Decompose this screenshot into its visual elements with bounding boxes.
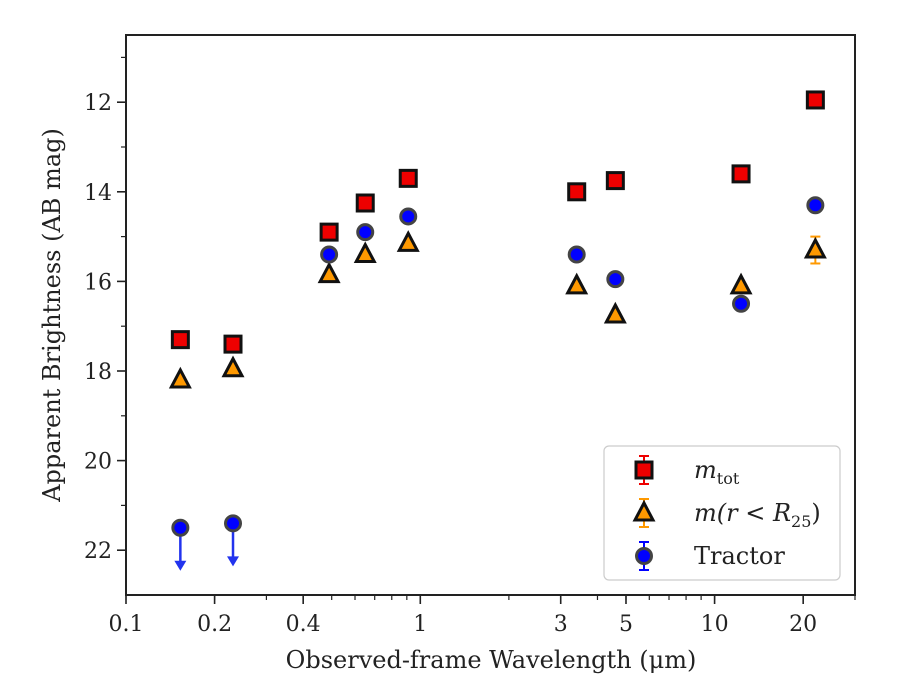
data-point xyxy=(355,193,375,213)
data-point xyxy=(805,90,825,110)
y-tick-label: 18 xyxy=(84,360,112,385)
x-tick-label: 0.2 xyxy=(197,612,232,637)
y-tick-label: 12 xyxy=(84,91,112,116)
legend-marker xyxy=(635,547,653,565)
data-point xyxy=(171,518,190,537)
data-point xyxy=(731,164,751,184)
data-point xyxy=(223,334,243,354)
plot-area xyxy=(168,90,827,571)
data-point xyxy=(806,196,825,215)
data-point xyxy=(606,270,625,289)
data-point xyxy=(603,301,627,324)
x-tick-label: 20 xyxy=(789,612,817,637)
series-square xyxy=(170,90,825,354)
data-point xyxy=(168,366,192,389)
data-point xyxy=(319,222,339,242)
data-point xyxy=(803,236,827,259)
upper-limit-arrowhead xyxy=(227,556,240,567)
legend-label: Tractor xyxy=(694,542,785,570)
series-circle xyxy=(171,196,825,571)
data-point xyxy=(317,261,341,284)
y-tick-label: 14 xyxy=(84,181,112,206)
data-point xyxy=(565,272,589,295)
y-axis-label: Apparent Brightness (AB mag) xyxy=(38,128,66,503)
series-triangle xyxy=(168,230,827,389)
data-point xyxy=(732,294,751,313)
legend-label: m(r < R25) xyxy=(694,499,821,531)
data-point xyxy=(729,272,753,295)
data-point xyxy=(353,241,377,264)
y-tick-label: 22 xyxy=(84,539,112,564)
x-tick-label: 3 xyxy=(554,612,568,637)
x-tick-label: 10 xyxy=(701,612,729,637)
upper-limit-arrowhead xyxy=(174,560,187,571)
plot-frame xyxy=(125,34,856,596)
y-tick-label: 16 xyxy=(84,270,112,295)
data-point xyxy=(224,514,243,533)
data-point xyxy=(399,207,418,226)
x-tick-label: 1 xyxy=(413,612,427,637)
x-axis-label: Observed-frame Wavelength (μm) xyxy=(286,646,697,674)
axes: 0.1 0.2 0.4 1 3 5 10 20 12 14 16 18 20 22 xyxy=(84,34,856,637)
x-tick-label: 0.4 xyxy=(286,612,321,637)
data-point xyxy=(398,168,418,188)
data-point xyxy=(396,230,420,252)
data-point xyxy=(567,182,587,202)
legend-box xyxy=(603,445,841,581)
data-point xyxy=(605,171,625,191)
data-point xyxy=(221,355,245,378)
data-point xyxy=(320,245,339,264)
data-point xyxy=(356,223,375,242)
y-tick-label: 20 xyxy=(84,450,112,475)
x-tick-label: 0.1 xyxy=(109,612,144,637)
legend-marker xyxy=(632,499,656,522)
x-tick-label: 5 xyxy=(619,612,633,637)
data-point xyxy=(170,330,190,350)
data-point xyxy=(567,245,586,264)
legend-marker xyxy=(634,460,654,480)
legend: mtot m(r < R25) Tractor xyxy=(603,445,841,581)
legend-label: mtot xyxy=(694,456,740,488)
